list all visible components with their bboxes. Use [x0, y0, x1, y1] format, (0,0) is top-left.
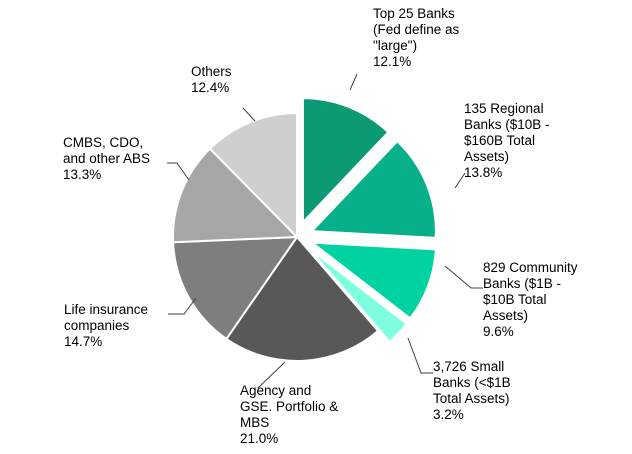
slice-label-2: 135 Regional Banks ($10B -$160B Total Asse…: [464, 101, 550, 180]
slice-label-line: MBS: [240, 415, 269, 430]
slice-percent: 13.3%: [63, 167, 101, 182]
pie-slice-2: [309, 139, 437, 239]
slice-label-4: 3,726 Small Banks (<$1B Total Assets) 3.2%: [433, 359, 511, 422]
slice-label-line: companies: [64, 318, 130, 333]
slice-percent: 13.8%: [464, 165, 502, 180]
slice-label-line: $160B Total: [464, 133, 535, 148]
pie-slice-4: [307, 247, 409, 344]
slice-label-line: Banks ($10B -: [464, 117, 550, 132]
leader-line-1: [349, 73, 358, 91]
leader-lines: [167, 73, 483, 389]
pie-slices: [172, 97, 437, 362]
leader-line-6: [168, 297, 197, 315]
pie-slice-1: [301, 97, 390, 225]
pie-slice-6: [172, 235, 299, 341]
leader-line-4: [407, 337, 433, 374]
leader-line-3: [444, 265, 483, 289]
slice-label-line: Assets): [483, 308, 528, 323]
slice-label-line: "large"): [373, 38, 417, 53]
slice-percent: 3.2%: [433, 407, 464, 422]
slice-label-line: Others: [191, 64, 232, 79]
slice-label-8: Others 12.4%: [191, 64, 232, 95]
slice-label-line: 135 Regional: [464, 101, 544, 116]
leader-line-5: [257, 361, 286, 389]
slice-percent: 21.0%: [240, 431, 278, 446]
slice-label-line: Assets): [464, 149, 509, 164]
slice-label-line: Banks ($1B -: [483, 276, 561, 291]
slice-label-line: Banks (<$1B: [433, 375, 511, 390]
slice-label-7: CMBS, CDO, and other ABS 13.3%: [63, 135, 150, 182]
pie-slice-5: [225, 235, 380, 362]
slice-label-1: Top 25 Banks (Fed define as "large") 12.1%: [373, 6, 460, 69]
slice-percent: 12.4%: [191, 80, 229, 95]
leader-line-2: [454, 172, 466, 189]
slice-label-5: Agency and GSE. Portfolio & MBS 21.0%: [240, 383, 338, 446]
slice-label-line: Life insurance: [64, 302, 148, 317]
slice-labels: Top 25 Banks (Fed define as "large") 12.1%1…: [63, 6, 578, 446]
slice-percent: 9.6%: [483, 324, 514, 339]
slice-label-line: Top 25 Banks: [373, 6, 455, 21]
pie-slice-8: [208, 111, 298, 240]
leader-line-8: [242, 107, 256, 122]
slice-label-line: Total Assets): [433, 391, 510, 406]
slice-label-line: 829 Community: [483, 260, 578, 275]
slice-percent: 14.7%: [64, 334, 102, 349]
slice-label-line: CMBS, CDO,: [63, 135, 143, 150]
slice-label-line: and other ABS: [63, 151, 150, 166]
slice-percent: 12.1%: [373, 54, 411, 69]
pie-slice-7: [172, 147, 300, 244]
slice-label-6: Life insurance companies 14.7%: [64, 302, 148, 349]
slice-label-line: (Fed define as: [373, 22, 460, 37]
slice-label-line: GSE. Portfolio &: [240, 399, 338, 414]
pie-slice-3: [308, 241, 437, 320]
slice-label-3: 829 Community Banks ($1B -$10B Total Asset…: [483, 260, 578, 339]
leader-line-7: [167, 162, 190, 181]
slice-label-line: $10B Total: [483, 292, 547, 307]
slice-label-line: Agency and: [240, 383, 311, 398]
slice-label-line: 3,726 Small: [433, 359, 504, 374]
